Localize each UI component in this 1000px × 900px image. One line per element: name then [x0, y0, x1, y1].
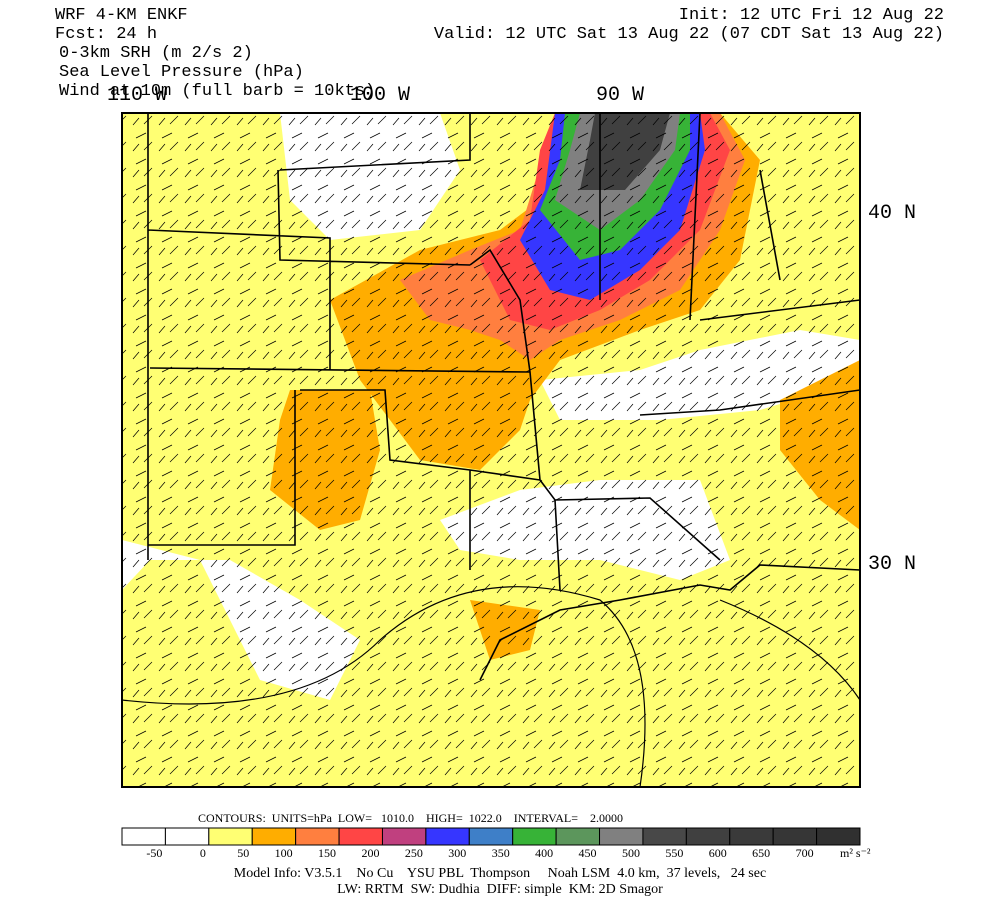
colorbar-label: 100	[275, 846, 293, 860]
map	[122, 113, 860, 787]
forecast-hour: Fcst: 24 h	[55, 25, 157, 44]
field-name: 0-3km SRH (m 2/s 2)	[59, 44, 253, 63]
longitude-label: 110 W	[107, 84, 167, 107]
model-name: WRF 4-KM ENKF	[55, 6, 188, 25]
wind-barbs	[122, 113, 860, 787]
pressure-contour	[122, 586, 860, 787]
longitude-label: 100 W	[350, 84, 410, 107]
colorbar-label: 200	[361, 846, 379, 860]
color-box	[121, 827, 166, 846]
colorbar-label: 650	[752, 846, 770, 860]
color-box	[208, 827, 253, 846]
color-box	[772, 827, 818, 846]
color-box	[512, 827, 557, 846]
colorbar-unit: m² s⁻²	[840, 846, 871, 860]
colorbar-label: 550	[665, 846, 683, 860]
model-info: LW: RRTM SW: Dudhia DIFF: simple KM: 2D …	[337, 882, 663, 897]
longitude-label: 90 W	[596, 84, 644, 107]
color-box	[381, 827, 427, 846]
colorbar-label: 150	[318, 846, 336, 860]
field-name: Sea Level Pressure (hPa)	[59, 63, 304, 82]
color-box	[816, 827, 861, 846]
latitude-label: 40 N	[868, 202, 916, 225]
contour-info: CONTOURS: UNITS=hPa LOW= 1010.0 HIGH= 10…	[198, 811, 623, 825]
colorbar: -50 0 50 100 150 200 250 300 350 400 450 500 550 600 6…	[121, 827, 871, 860]
color-box	[425, 827, 470, 846]
colorbar-label: 400	[535, 846, 553, 860]
model-info: Model Info: V3.5.1 No Cu YSU PBL Thompso…	[234, 866, 766, 881]
colorbar-label: 700	[796, 846, 814, 860]
colorbar-label: -50	[146, 846, 162, 860]
color-box	[251, 827, 297, 846]
color-box	[729, 827, 774, 846]
color-box	[295, 827, 340, 846]
state-boundaries	[147, 113, 860, 591]
colorbar-label: 500	[622, 846, 640, 860]
colorbar-label: 450	[579, 846, 597, 860]
colorbar-label: 0	[200, 846, 206, 860]
color-box	[599, 827, 644, 846]
colorbar-label: 350	[492, 846, 510, 860]
colorbar-label: 300	[448, 846, 466, 860]
field-name: Wind at 10m (full barb = 10kts)	[59, 82, 375, 101]
colorbar-label: 250	[405, 846, 423, 860]
latitude-label: 30 N	[868, 553, 916, 576]
colorbar-label: 50	[237, 846, 249, 860]
color-box	[164, 827, 210, 846]
color-box	[468, 827, 514, 846]
colorbar-label: 600	[709, 846, 727, 860]
color-box	[338, 827, 383, 846]
init-time: Init: 12 UTC Fri 12 Aug 22	[679, 6, 944, 25]
map-frame	[121, 112, 861, 788]
color-box	[685, 827, 731, 846]
coastline	[479, 564, 860, 681]
valid-time: Valid: 12 UTC Sat 13 Aug 22 (07 CDT Sat …	[434, 25, 944, 44]
header: WRF 4-KM ENKF Fcst: 24 h 0-3km SRH (m 2/…	[55, 6, 944, 101]
color-box	[642, 827, 687, 846]
color-box	[555, 827, 601, 846]
